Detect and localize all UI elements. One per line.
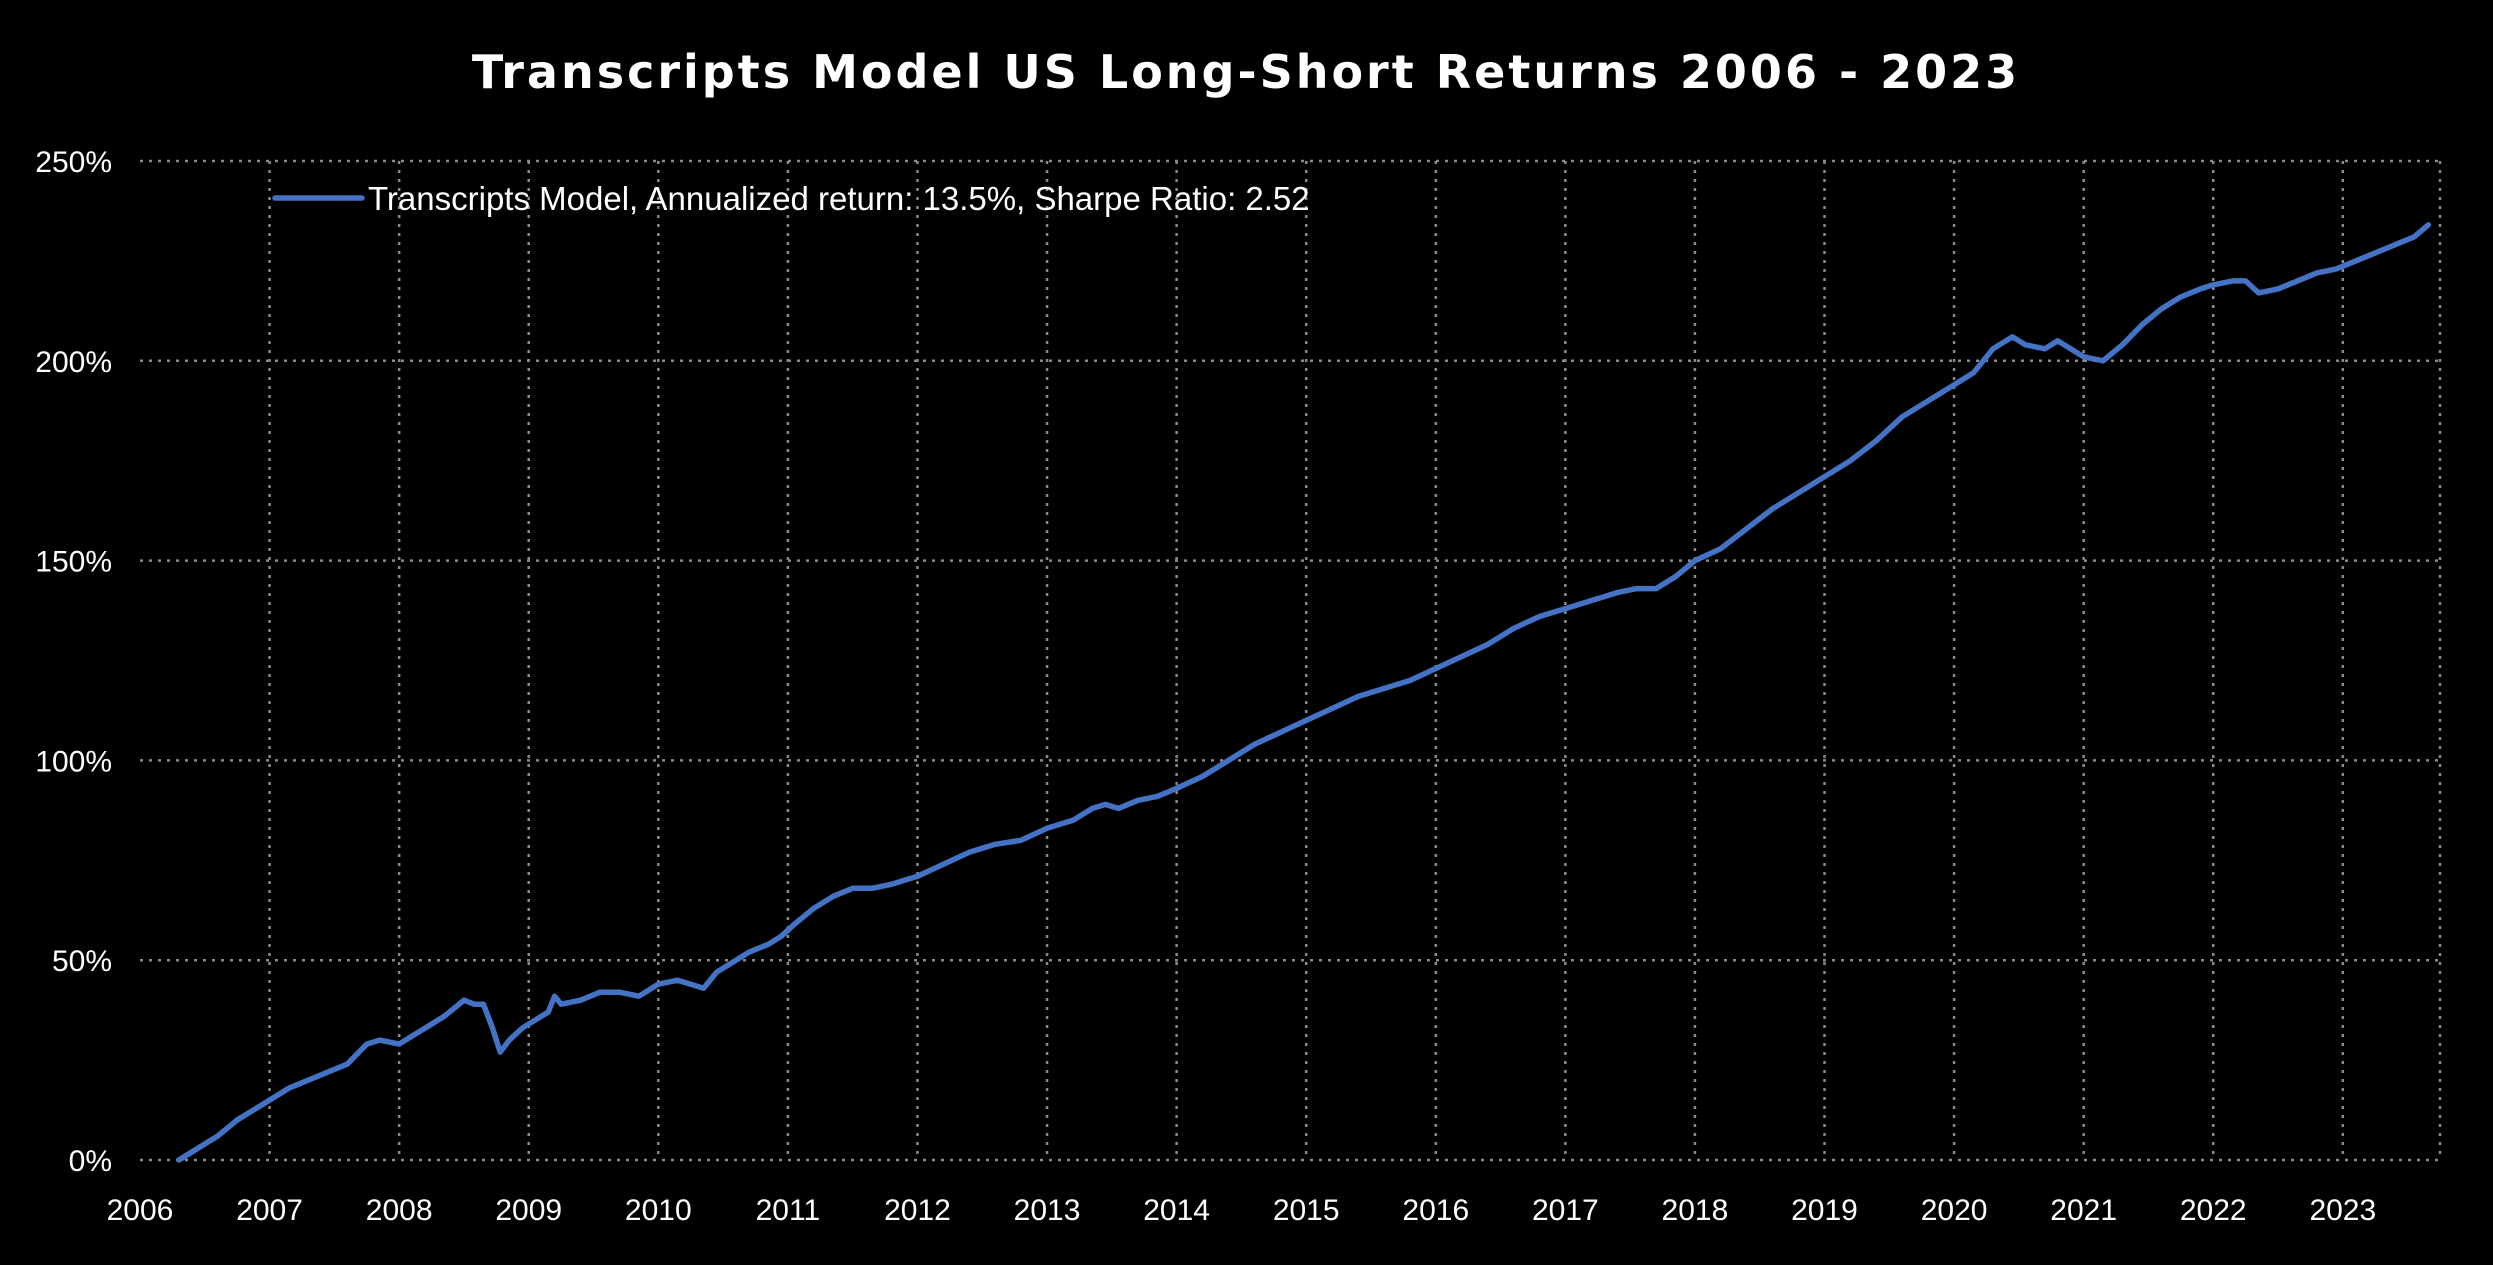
y-tick-label: 100% [35, 745, 112, 778]
x-tick-label: 2014 [1143, 1194, 1210, 1227]
x-tick-label: 2006 [107, 1194, 174, 1227]
series-layer [176, 222, 2432, 1163]
x-tick-label: 2022 [2180, 1194, 2247, 1227]
y-tick-label: 50% [52, 945, 112, 978]
x-tick-label: 2016 [1402, 1194, 1469, 1227]
x-tick-label: 2020 [1921, 1194, 1988, 1227]
x-tick-label: 2009 [495, 1194, 562, 1227]
legend: Transcripts Model, Annualized return: 13… [272, 180, 1310, 217]
x-tick-label: 2012 [884, 1194, 951, 1227]
x-tick-label: 2007 [236, 1194, 303, 1227]
x-tick-label: 2023 [2309, 1194, 2376, 1227]
y-tick-label: 250% [35, 146, 112, 179]
x-tick-label: 2019 [1791, 1194, 1858, 1227]
x-tick-label: 2013 [1014, 1194, 1081, 1227]
x-tick-label: 2018 [1662, 1194, 1729, 1227]
chart-title: Transcripts Model US Long-Short Returns … [472, 45, 2020, 99]
x-tick-label: 2021 [2050, 1194, 2117, 1227]
tick-layer: 0% 50% 100% 150% 200% 250% 2006 2007 2008 2009 201… [35, 146, 2376, 1227]
x-tick-label: 2010 [625, 1194, 692, 1227]
x-tick-label: 2011 [756, 1194, 821, 1227]
x-tick-label: 2015 [1273, 1194, 1340, 1227]
y-tick-label: 0% [69, 1145, 112, 1178]
legend-label: Transcripts Model, Annualized return: 13… [368, 180, 1310, 217]
series-line [176, 222, 2432, 1163]
y-tick-label: 150% [35, 546, 112, 579]
y-tick-label: 200% [35, 346, 112, 379]
x-tick-label: 2017 [1532, 1194, 1599, 1227]
x-tick-label: 2008 [366, 1194, 433, 1227]
